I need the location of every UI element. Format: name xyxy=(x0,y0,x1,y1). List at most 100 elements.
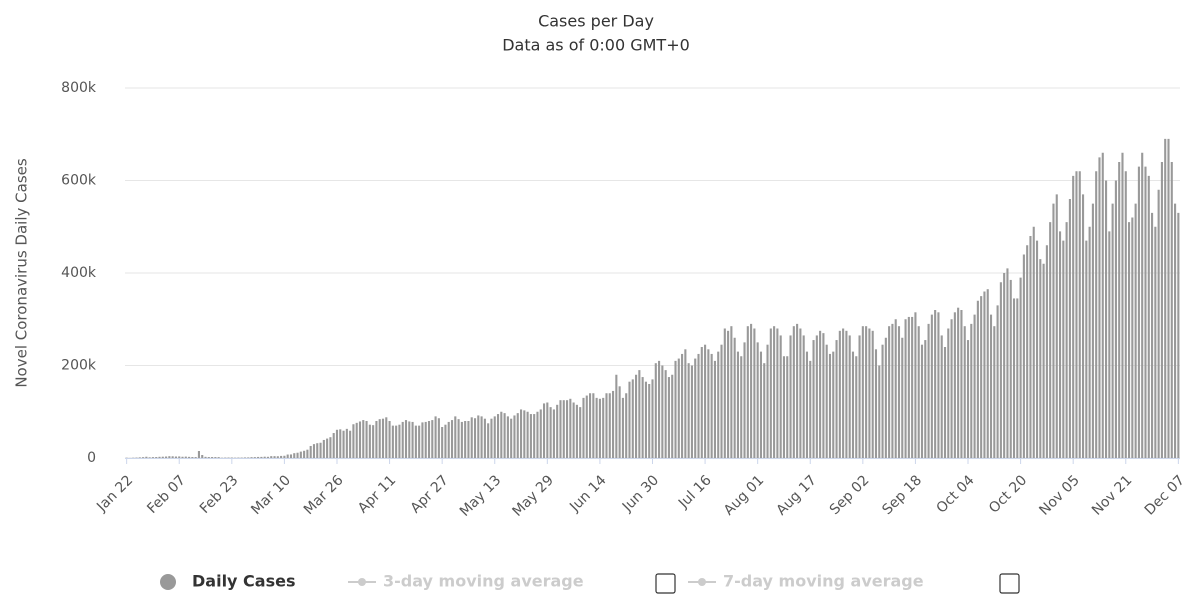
bar xyxy=(286,454,289,458)
bar xyxy=(858,335,861,458)
bar xyxy=(378,419,381,458)
bar xyxy=(930,314,933,458)
bar xyxy=(523,410,526,458)
bar xyxy=(381,418,385,458)
bar xyxy=(733,337,736,458)
y-tick-label: 200k xyxy=(61,358,97,374)
bar xyxy=(204,456,207,458)
bar xyxy=(743,342,746,458)
bar xyxy=(658,360,661,458)
bar xyxy=(582,397,585,458)
bar xyxy=(454,416,457,458)
bar xyxy=(602,397,605,458)
bar xyxy=(562,400,565,458)
legend-label[interactable]: 7-day moving average xyxy=(723,572,924,591)
bar xyxy=(894,319,897,458)
bar xyxy=(388,421,391,458)
bar xyxy=(158,456,161,458)
bar xyxy=(326,438,329,458)
bar xyxy=(934,310,937,458)
bar xyxy=(536,411,539,458)
x-tick-label: Aug 01 xyxy=(721,472,767,518)
bar xyxy=(496,414,500,458)
x-tick-label: Jul 16 xyxy=(675,472,715,512)
bar xyxy=(828,353,832,458)
bar xyxy=(901,337,904,458)
bar xyxy=(766,344,769,458)
bar xyxy=(641,377,644,458)
bar xyxy=(1035,240,1039,458)
legend-marker[interactable] xyxy=(698,578,706,586)
bar xyxy=(1019,277,1022,458)
bar xyxy=(713,360,716,458)
bar xyxy=(579,407,582,458)
bar xyxy=(447,421,450,458)
bar xyxy=(391,425,394,458)
bar xyxy=(756,342,759,458)
bar xyxy=(470,417,473,458)
bar xyxy=(335,429,339,458)
bar xyxy=(434,416,437,458)
legend-label[interactable]: 3-day moving average xyxy=(383,572,584,591)
bar xyxy=(592,393,595,458)
bar xyxy=(937,312,940,458)
bar xyxy=(1154,226,1157,458)
bar xyxy=(263,456,266,458)
bar xyxy=(947,328,950,458)
x-tick-label: Nov 05 xyxy=(1036,472,1082,518)
legend-marker[interactable] xyxy=(160,574,176,590)
bar xyxy=(891,323,894,458)
bar xyxy=(1095,171,1098,458)
bar xyxy=(612,390,615,458)
legend-checkbox[interactable] xyxy=(655,573,676,594)
x-tick-label: Oct 20 xyxy=(986,472,1030,516)
bar xyxy=(1114,180,1117,458)
x-tick-label: Jun 14 xyxy=(566,472,609,515)
x-tick-label: Sep 18 xyxy=(879,472,925,518)
bar xyxy=(427,421,431,458)
bar xyxy=(681,353,684,458)
bar xyxy=(585,395,588,458)
x-tick-label: Feb 07 xyxy=(144,472,189,517)
bar xyxy=(904,319,907,458)
y-tick-label: 600k xyxy=(61,173,97,189)
bar xyxy=(1032,226,1035,458)
bar xyxy=(1104,180,1108,458)
y-tick-label: 0 xyxy=(87,450,96,466)
bar xyxy=(1167,138,1170,458)
bar xyxy=(214,457,217,458)
bar xyxy=(598,398,601,458)
bar xyxy=(342,430,345,458)
bar xyxy=(865,326,868,458)
bar xyxy=(920,344,924,458)
bar xyxy=(1177,212,1180,458)
bar xyxy=(1137,166,1140,458)
bar xyxy=(694,358,697,458)
legend-label[interactable]: Daily Cases xyxy=(192,572,295,591)
bar xyxy=(306,449,309,458)
bar xyxy=(1062,240,1065,458)
legend-checkbox[interactable] xyxy=(999,573,1020,594)
legend-marker[interactable] xyxy=(358,578,366,586)
bar xyxy=(674,360,677,458)
bar xyxy=(201,454,204,458)
bar xyxy=(963,326,966,458)
bar xyxy=(809,360,812,458)
bar xyxy=(1003,273,1006,458)
bar xyxy=(516,413,519,458)
bar xyxy=(1016,298,1019,458)
bar xyxy=(914,312,917,458)
bar xyxy=(1049,222,1052,458)
bar xyxy=(142,457,145,458)
bar xyxy=(211,457,214,458)
bar xyxy=(526,411,529,458)
bar xyxy=(1022,254,1025,458)
bar xyxy=(825,344,828,458)
bar xyxy=(819,330,822,458)
bar xyxy=(385,417,388,458)
bar xyxy=(165,456,168,458)
bar xyxy=(638,370,641,458)
bar xyxy=(976,300,979,458)
bar xyxy=(546,402,549,458)
bar xyxy=(266,456,270,458)
